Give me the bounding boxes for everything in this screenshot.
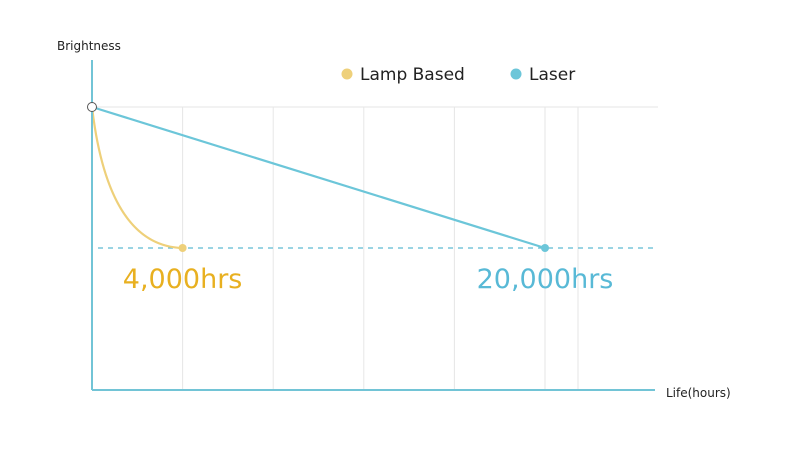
legend-marker-0 <box>341 68 353 80</box>
series-line-0 <box>90 106 183 250</box>
point-label-0: 4,000hrs <box>123 264 243 295</box>
series-end-point-1 <box>541 244 549 252</box>
legend-marker-1 <box>510 68 522 80</box>
labels-layer: 4,000hrs 20,000hrs <box>123 264 614 295</box>
series-layer <box>90 105 549 252</box>
legend: Lamp Based Laser <box>341 65 575 85</box>
series-line-1 <box>91 105 546 250</box>
series-end-point-0 <box>178 244 187 252</box>
origin-marker <box>87 102 97 112</box>
x-axis-title: Life(hours) <box>666 386 731 400</box>
legend-label-1: Laser <box>529 65 575 85</box>
point-label-1: 20,000hrs <box>477 264 614 295</box>
legend-label-0: Lamp Based <box>360 65 465 85</box>
y-axis-title: Brightness <box>57 39 121 53</box>
